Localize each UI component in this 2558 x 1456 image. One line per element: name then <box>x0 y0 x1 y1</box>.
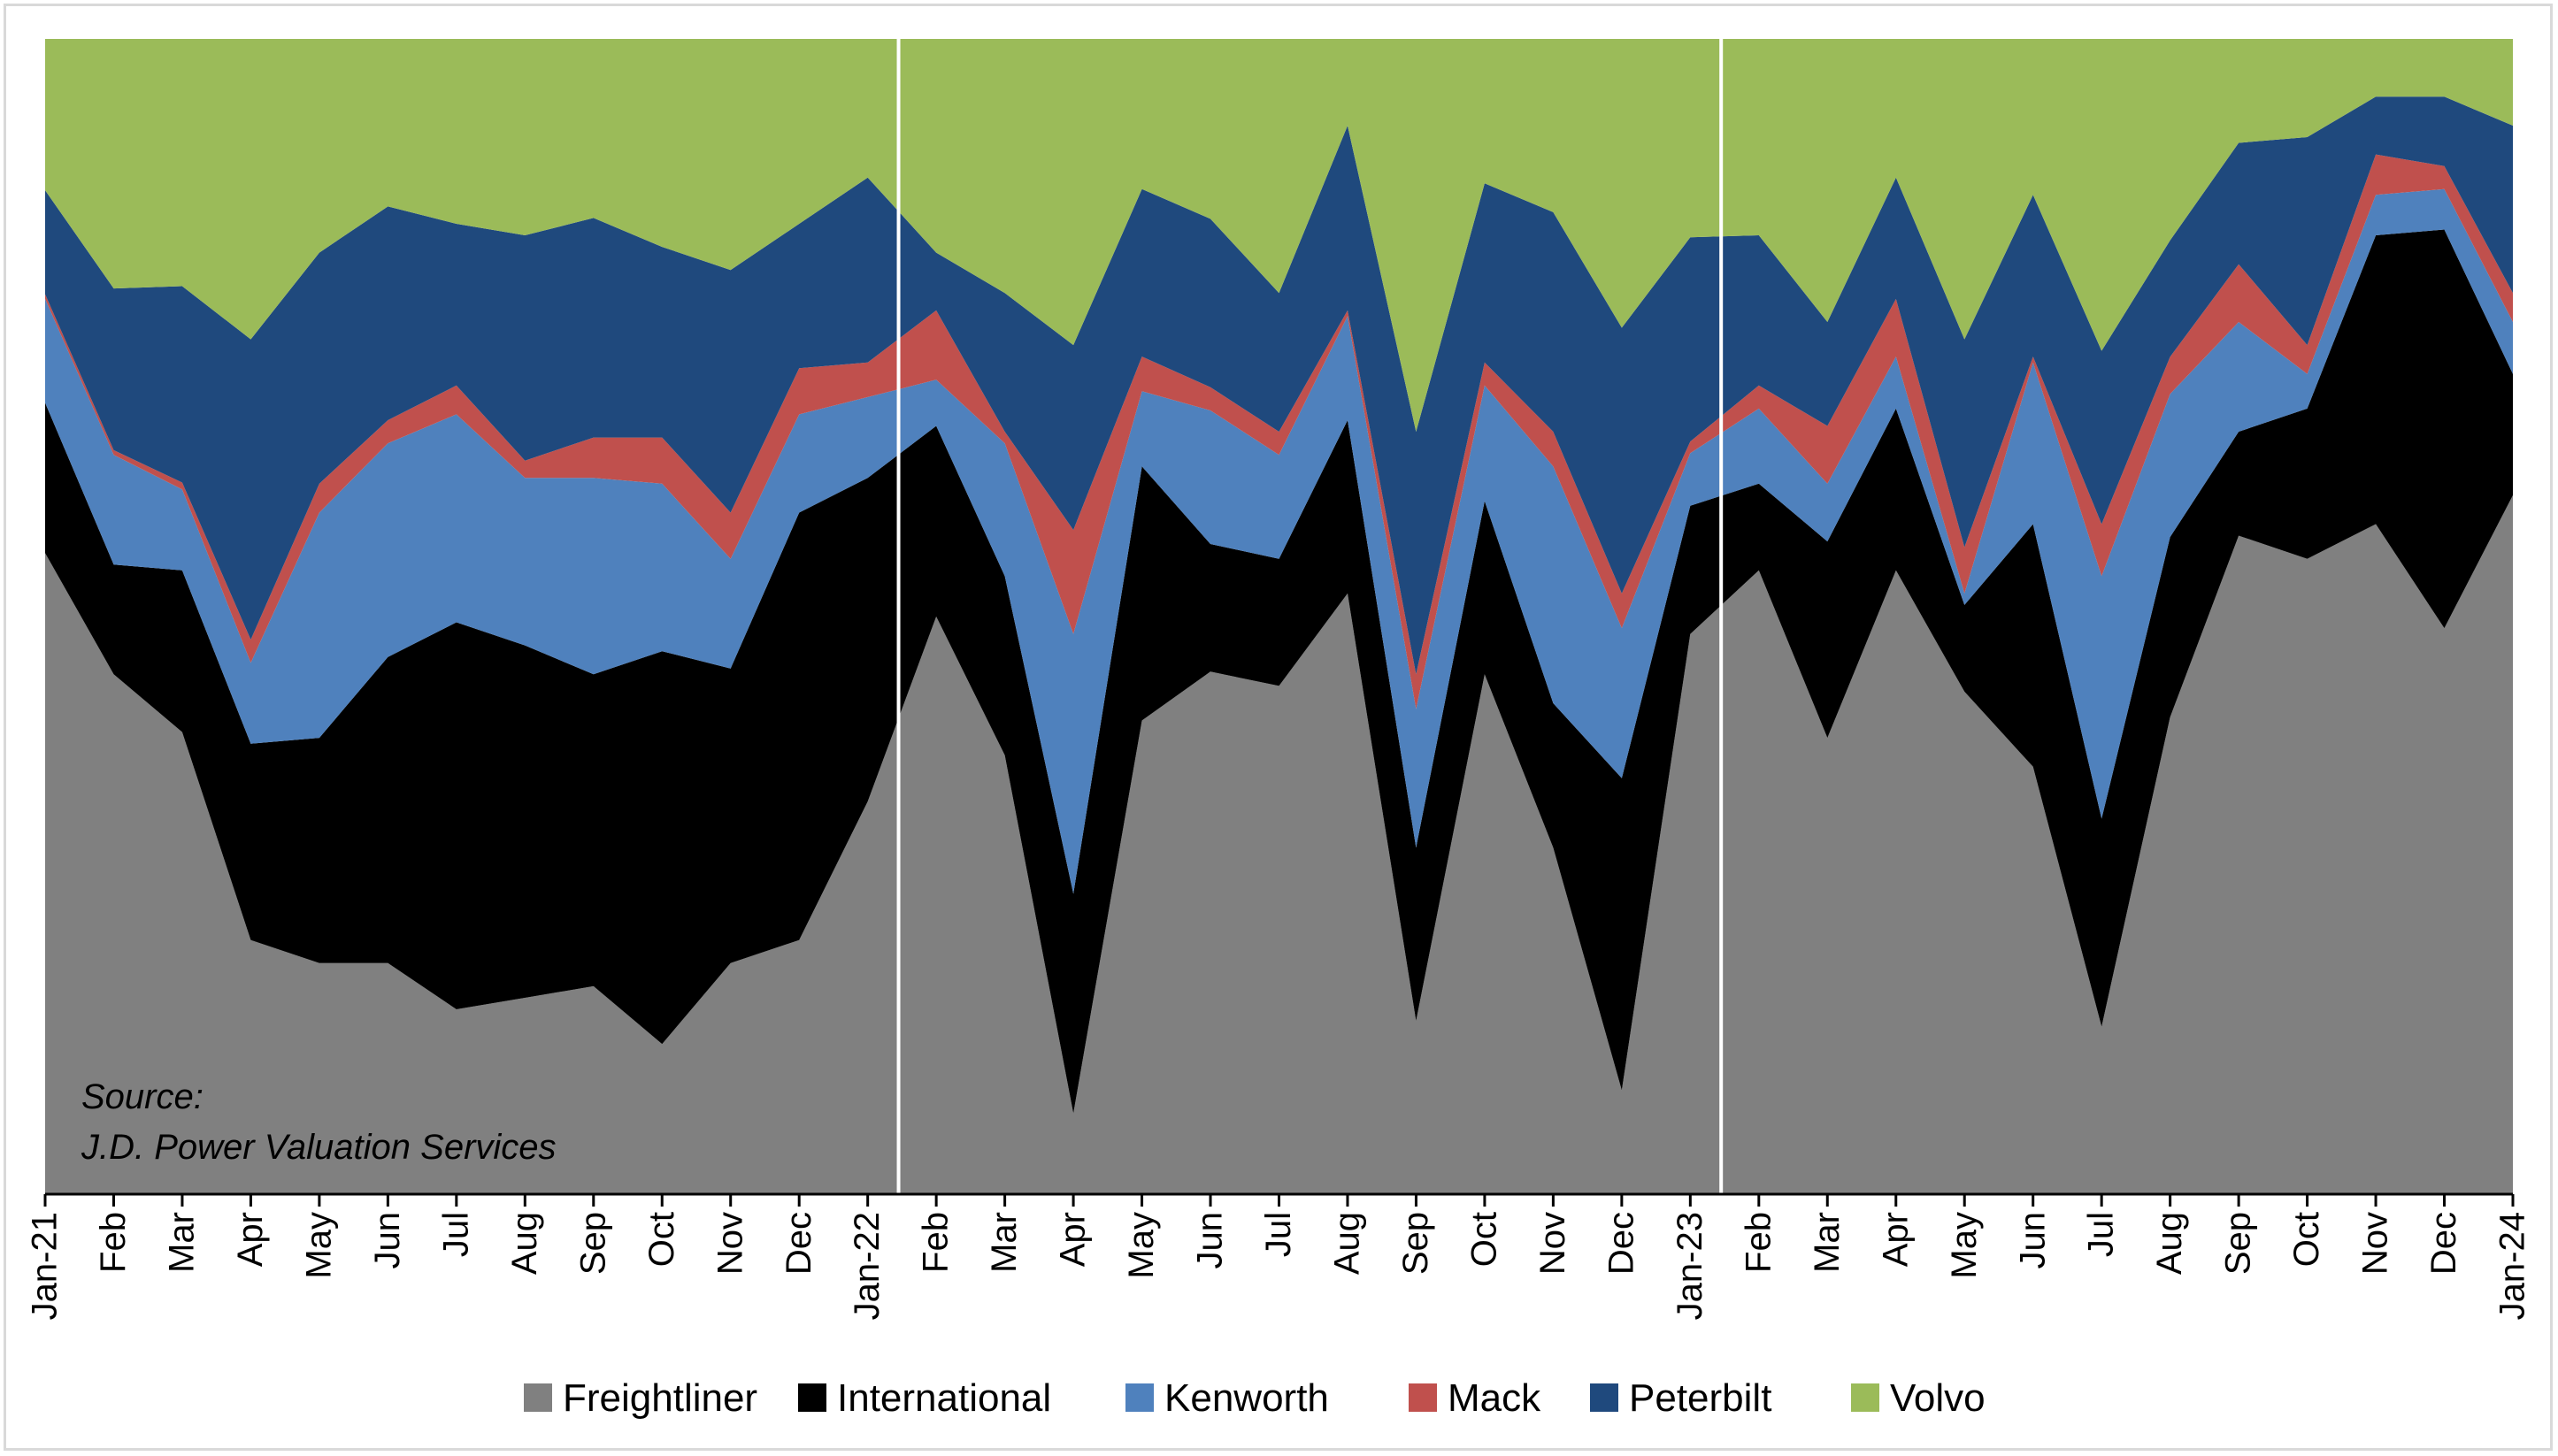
x-tick-label: Mar <box>1808 1212 1847 1273</box>
year-dividers <box>896 39 1724 1194</box>
legend-label-international: International <box>837 1376 1051 1420</box>
x-tick-label: Oct <box>2287 1212 2326 1267</box>
legend: Freightliner International Kenworth Mack Pet… <box>524 1376 1986 1420</box>
x-tick-label: Mar <box>985 1212 1024 1273</box>
legend-label-kenworth: Kenworth <box>1164 1376 1329 1420</box>
source-line-1: Source: <box>81 1077 204 1116</box>
area-international <box>45 229 2513 1114</box>
area-peterbilt <box>45 96 2513 675</box>
x-tick-label: Sep <box>2219 1212 2258 1275</box>
x-tick-label: Sep <box>573 1212 612 1275</box>
x-tick-label: Jun <box>368 1212 407 1269</box>
x-tick-label: Aug <box>505 1212 544 1275</box>
legend-swatch-mack <box>1409 1383 1437 1412</box>
x-tick-label: May <box>1122 1212 1161 1279</box>
x-axis <box>43 1192 2515 1207</box>
legend-swatch-kenworth <box>1125 1383 1154 1412</box>
source-line-2: J.D. Power Valuation Services <box>81 1128 557 1167</box>
x-tick-label: Jan-21 <box>26 1212 65 1320</box>
x-tick-label: May <box>1945 1212 1984 1279</box>
source-note: Source: J.D. Power Valuation Services <box>81 1077 557 1167</box>
x-tick-label: Jun <box>2013 1212 2052 1269</box>
x-tick-label: Dec <box>780 1212 818 1275</box>
x-tick-label: Feb <box>1739 1212 1778 1273</box>
x-tick-label: Dec <box>1602 1212 1640 1275</box>
area-mack <box>45 154 2513 709</box>
legend-label-mack: Mack <box>1448 1376 1541 1420</box>
x-tick-labels: Jan-21 Feb Mar Apr May Jun Jul Aug Sep Oct Nov Dec J… <box>26 1212 2532 1320</box>
x-tick-label: May <box>299 1212 338 1279</box>
x-tick-label: Jun <box>1191 1212 1230 1269</box>
area-volvo <box>45 39 2513 432</box>
legend-swatch-international <box>798 1383 826 1412</box>
x-tick-label: Feb <box>917 1212 956 1273</box>
x-tick-label: Jan-22 <box>848 1212 887 1320</box>
x-tick-label: Apr <box>1054 1212 1093 1267</box>
x-tick-label: Apr <box>231 1212 270 1267</box>
legend-label-freightliner: Freightliner <box>563 1376 757 1420</box>
x-tick-label: Jul <box>2082 1212 2121 1257</box>
legend-label-peterbilt: Peterbilt <box>1629 1376 1771 1420</box>
x-tick-label: Nov <box>2356 1212 2395 1275</box>
x-tick-label: Oct <box>642 1212 681 1267</box>
x-tick-label: Apr <box>1876 1212 1915 1267</box>
x-tick-label: Mar <box>163 1212 202 1273</box>
x-tick-label: Jan-23 <box>1671 1212 1709 1320</box>
x-tick-label: Nov <box>1533 1212 1572 1275</box>
area-layers <box>45 39 2513 1194</box>
x-tick-label: Jan-24 <box>2493 1212 2532 1320</box>
x-tick-label: Aug <box>1328 1212 1367 1275</box>
x-tick-label: Sep <box>1396 1212 1435 1275</box>
x-tick-label: Oct <box>1464 1212 1503 1267</box>
x-tick-label: Nov <box>711 1212 749 1275</box>
x-tick-label: Aug <box>2150 1212 2189 1275</box>
x-tick-label: Feb <box>94 1212 133 1273</box>
x-tick-label: Dec <box>2424 1212 2463 1275</box>
legend-swatch-freightliner <box>524 1383 552 1412</box>
legend-swatch-peterbilt <box>1590 1383 1618 1412</box>
x-tick-label: Jul <box>436 1212 475 1257</box>
legend-label-volvo: Volvo <box>1890 1376 1986 1420</box>
legend-swatch-volvo <box>1851 1383 1879 1412</box>
area-kenworth <box>45 188 2513 894</box>
x-tick-label: Jul <box>1259 1212 1298 1257</box>
area-freightliner <box>45 494 2513 1194</box>
